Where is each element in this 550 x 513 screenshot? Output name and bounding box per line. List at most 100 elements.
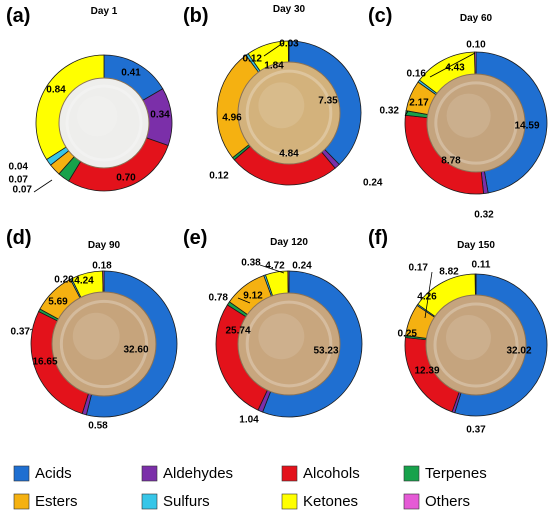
legend-label: Acids bbox=[35, 465, 72, 482]
legend-swatch bbox=[281, 465, 298, 482]
leader-line bbox=[429, 52, 476, 78]
value-label-ketones: 8.82 bbox=[439, 267, 459, 278]
value-label-terpenes: 0.78 bbox=[209, 293, 229, 304]
value-label-ketones: 4.72 bbox=[265, 261, 285, 272]
value-label-ketones: 1.84 bbox=[264, 61, 284, 72]
legend-item-others: Others bbox=[403, 493, 470, 510]
value-label-acids: 32.02 bbox=[506, 346, 531, 357]
legend-item-aldehydes: Aldehydes bbox=[141, 465, 233, 482]
legend-item-esters: Esters bbox=[13, 493, 78, 510]
value-label-alcohols: 12.39 bbox=[414, 366, 439, 377]
value-label-acids: 32.60 bbox=[123, 345, 148, 356]
value-label-alcohols: 8.78 bbox=[441, 156, 461, 167]
value-label-aldehydes: 0.24 bbox=[363, 178, 383, 189]
value-label-sulfurs: 0.16 bbox=[407, 69, 427, 80]
legend-item-alcohols: Alcohols bbox=[281, 465, 360, 482]
value-label-aldehydes: 0.37 bbox=[466, 425, 486, 436]
panel-title: Day 90 bbox=[88, 240, 121, 251]
legend-label: Aldehydes bbox=[163, 465, 233, 482]
legend-item-ketones: Ketones bbox=[281, 493, 358, 510]
value-label-sulfurs: 0.20 bbox=[54, 275, 74, 286]
value-label-acids: 7.35 bbox=[318, 96, 338, 107]
value-label-others: 0.11 bbox=[472, 260, 491, 271]
legend-swatch bbox=[141, 493, 158, 510]
value-label-alcohols: 0.70 bbox=[116, 173, 136, 184]
value-label-terpenes: 0.32 bbox=[380, 106, 400, 117]
panel--b-: (b) Day 307.350.244.840.124.960.121.840.0… bbox=[183, 4, 383, 189]
value-label-esters: 4.26 bbox=[417, 292, 437, 303]
legend-label: Terpenes bbox=[425, 465, 487, 482]
leader-line bbox=[33, 179, 53, 193]
panel--a-: (a) Day 1 0.41 0.34 0.70 0.070.07 0.04 0.84 bbox=[6, 5, 173, 196]
leader-line bbox=[237, 297, 251, 304]
legend-item-sulfurs: Sulfurs bbox=[141, 493, 210, 510]
legend-swatch bbox=[281, 493, 298, 510]
legend-swatch bbox=[141, 465, 158, 482]
cheese-center-image bbox=[237, 61, 341, 165]
value-label-aldehydes: 1.04 bbox=[239, 415, 259, 426]
leader-line bbox=[29, 328, 33, 331]
value-label-ketones: 4.43 bbox=[445, 63, 465, 74]
legend-label: Ketones bbox=[303, 493, 358, 510]
value-label-terpenes: 0.37 bbox=[11, 327, 31, 338]
value-label-others: 0.24 bbox=[292, 261, 312, 272]
value-label-esters: 9.12 bbox=[243, 291, 263, 302]
value-label-aldehydes: 0.58 bbox=[88, 421, 108, 432]
value-label-esters: 2.17 bbox=[409, 98, 429, 109]
value-label-esters: 5.69 bbox=[48, 297, 68, 308]
panels: (a) Day 1 0.41 0.34 0.70 0.070.07 0.04 0.84 (b) D… bbox=[6, 4, 548, 436]
panel--e-: (e) Day 120 53.23 1.04 25.74 0.78 9.12 0.38 4.72… bbox=[183, 227, 363, 426]
cheese-center-image bbox=[425, 294, 527, 396]
value-label-alcohols: 16.65 bbox=[32, 357, 57, 368]
legend-swatch bbox=[403, 493, 420, 510]
value-label-alcohols: 4.84 bbox=[279, 149, 299, 160]
legend: Acids Aldehydes Alcohols Terpenes Esters Sulf… bbox=[13, 465, 487, 510]
value-label-ketones: 0.84 bbox=[46, 85, 66, 96]
value-label-esters: 4.96 bbox=[222, 113, 242, 124]
value-label-alcohols: 25.74 bbox=[225, 326, 250, 337]
panel-title: Day 60 bbox=[460, 13, 493, 24]
panel-tag: (d) bbox=[6, 227, 32, 249]
leader-line bbox=[263, 42, 284, 57]
panel-tag: (f) bbox=[368, 227, 388, 249]
value-label-sulfurs: 0.12 bbox=[243, 54, 263, 65]
value-label-sulfurs: 0.17 bbox=[409, 263, 429, 274]
panel--f-: (f) Day 150 32.02 0.37 12.39 0.25 4.26 0.17 8.82… bbox=[368, 227, 548, 436]
panel-title: Day 120 bbox=[270, 237, 308, 248]
legend-label: Esters bbox=[35, 493, 78, 510]
legend-label: Sulfurs bbox=[163, 493, 210, 510]
value-label-others: 0.10 bbox=[466, 40, 486, 51]
value-label-esters: 0.07 bbox=[9, 175, 29, 186]
leader-line bbox=[404, 110, 409, 117]
legend-swatch bbox=[403, 465, 420, 482]
panel-tag: (c) bbox=[368, 5, 392, 27]
panel-title: Day 150 bbox=[457, 240, 495, 251]
legend-item-terpenes: Terpenes bbox=[403, 465, 487, 482]
panel--d-: (d) Day 90 32.60 0.58 16.65 0.37 5.69 0.20 4.24 0… bbox=[6, 227, 178, 432]
panel-tag: (e) bbox=[183, 227, 207, 249]
legend-label: Others bbox=[425, 493, 470, 510]
value-label-terpenes: 0.07 bbox=[13, 185, 33, 196]
value-label-sulfurs: 0.04 bbox=[9, 162, 29, 173]
value-label-aldehydes: 0.32 bbox=[474, 210, 494, 221]
legend-swatch bbox=[13, 465, 30, 482]
value-label-terpenes: 0.25 bbox=[398, 329, 418, 340]
panel-title: Day 1 bbox=[91, 6, 118, 17]
legend-swatch bbox=[13, 493, 30, 510]
value-label-terpenes: 0.12 bbox=[209, 171, 229, 182]
panel-title: Day 30 bbox=[273, 4, 306, 15]
value-label-acids: 0.41 bbox=[121, 68, 141, 79]
value-label-sulfurs: 0.38 bbox=[241, 258, 261, 269]
cheese-center-image bbox=[58, 77, 150, 169]
panel-tag: (a) bbox=[6, 5, 30, 27]
cheese-center-image bbox=[237, 292, 341, 396]
cheese-center-image bbox=[426, 73, 526, 173]
value-label-acids: 53.23 bbox=[313, 346, 338, 357]
cheese-center-image bbox=[51, 291, 157, 397]
value-label-others: 0.03 bbox=[279, 39, 299, 50]
legend-label: Alcohols bbox=[303, 465, 360, 482]
panel--c-: (c) Day 60 14.59 0.32 8.78 0.32 2.17 0.16 4.43 0.… bbox=[368, 5, 548, 221]
value-label-acids: 14.59 bbox=[514, 121, 539, 132]
legend-item-acids: Acids bbox=[13, 465, 72, 482]
value-label-others: 0.18 bbox=[92, 261, 112, 272]
